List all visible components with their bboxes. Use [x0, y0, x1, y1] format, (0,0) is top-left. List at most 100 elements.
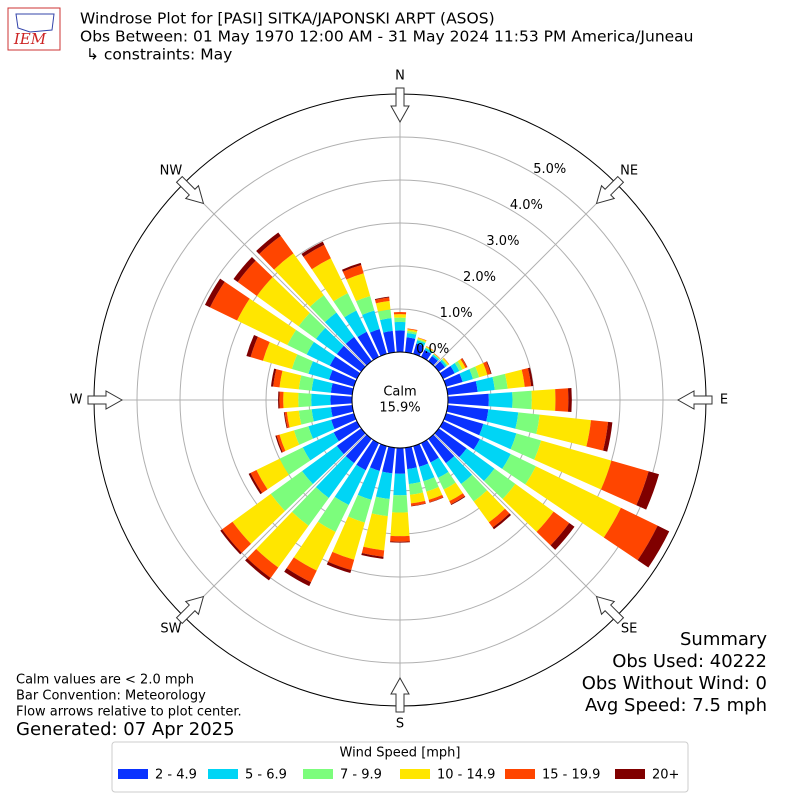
- calm-label: Calm: [383, 385, 416, 400]
- wind-bar: [363, 513, 388, 551]
- wind-bar: [433, 353, 440, 360]
- wind-bar: [473, 438, 511, 469]
- wind-bar: [417, 338, 426, 344]
- wind-bar: [393, 312, 407, 315]
- compass-label: S: [396, 717, 404, 732]
- wind-bar: [303, 244, 331, 270]
- wind-bar: [362, 310, 380, 333]
- wind-bar: [293, 426, 313, 445]
- wind-bar: [439, 365, 455, 379]
- wind-bar: [279, 430, 300, 452]
- wind-bar: [413, 443, 429, 467]
- wind-bar: [356, 439, 379, 471]
- wind-bar: [416, 340, 426, 347]
- wind-bar: [279, 447, 311, 475]
- flow-arrow: [390, 87, 410, 124]
- wind-bar: [245, 558, 271, 581]
- wind-bar: [279, 370, 302, 390]
- wind-bar: [308, 419, 335, 439]
- wind-bar: [423, 477, 439, 492]
- wind-bar: [430, 457, 449, 478]
- summary-line: Summary: [680, 629, 767, 650]
- wind-bar: [510, 433, 542, 460]
- wind-bar: [442, 357, 449, 366]
- wind-bar: [531, 389, 556, 411]
- legend-frame: [111, 741, 689, 793]
- wind-bar: [345, 336, 372, 366]
- wind-bar: [291, 487, 329, 526]
- logo-frame: [7, 7, 61, 51]
- wind-bar: [525, 466, 621, 538]
- wind-bar: [259, 235, 294, 270]
- note-line: Bar Convention: Meteorology: [16, 689, 206, 704]
- wind-bar: [550, 522, 575, 550]
- wind-bar: [460, 358, 468, 369]
- flow-arrow: [595, 595, 625, 625]
- r-tick-label: 3.0%: [486, 234, 519, 249]
- wind-bar: [377, 309, 392, 321]
- wind-bar: [311, 407, 333, 422]
- wind-bar: [276, 434, 286, 453]
- flow-arrow: [390, 676, 410, 713]
- wind-bar: [407, 467, 421, 485]
- wind-bar: [278, 391, 280, 409]
- flow-arrow: [175, 175, 205, 205]
- wind-bar: [302, 432, 339, 461]
- chart-subtitle: Obs Between: 01 May 1970 12:00 AM - 31 M…: [80, 28, 694, 46]
- wind-bar: [348, 494, 372, 523]
- wind-bar: [469, 366, 480, 380]
- wind-bar: [293, 521, 336, 571]
- legend-label: 10 - 14.9: [437, 768, 495, 783]
- wind-bar: [309, 295, 337, 323]
- wind-bar: [256, 511, 309, 568]
- wind-bar: [433, 353, 440, 359]
- wind-bar: [536, 511, 570, 546]
- wind-bar: [237, 298, 297, 346]
- wind-bar: [443, 482, 463, 502]
- wind-bar: [250, 470, 268, 493]
- wind-bar: [375, 471, 393, 500]
- wind-bar: [603, 507, 658, 561]
- wind-bar: [326, 561, 352, 574]
- wind-bar: [311, 393, 331, 407]
- wind-bar: [637, 525, 670, 568]
- wind-bar: [336, 345, 366, 372]
- grid-circle: [179, 179, 621, 621]
- wind-bar: [246, 335, 258, 358]
- legend-swatch: [208, 769, 238, 779]
- wind-bar: [247, 548, 279, 578]
- wind-bar: [475, 362, 488, 378]
- wind-bar: [333, 421, 361, 442]
- wind-bar: [486, 409, 519, 429]
- wind-bar: [502, 454, 536, 485]
- generated: Generated: 07 Apr 2025: [16, 719, 235, 740]
- summary-line: Obs Without Wind: 0: [582, 673, 767, 694]
- wind-bar: [407, 330, 417, 335]
- wind-bar: [406, 333, 417, 339]
- wind-bar: [256, 232, 281, 255]
- legend-title: Wind Speed [mph]: [340, 746, 461, 761]
- wind-bar: [410, 500, 426, 506]
- wind-bar: [459, 369, 474, 383]
- summary-line: Avg Speed: 7.5 mph: [585, 695, 767, 716]
- wind-bar: [492, 373, 508, 391]
- wind-bar: [380, 318, 393, 333]
- wind-bar: [394, 447, 406, 474]
- wind-bar: [428, 434, 455, 464]
- wind-bar: [298, 392, 312, 408]
- wind-bar: [390, 512, 410, 537]
- logo-map: [15, 13, 55, 33]
- r-tick-label: 2.0%: [463, 270, 496, 285]
- wind-bar: [233, 257, 256, 283]
- wind-bar: [446, 405, 489, 422]
- wind-bar: [407, 329, 418, 333]
- wind-bar: [450, 496, 466, 505]
- wind-bar: [345, 434, 372, 464]
- wind-bar: [483, 361, 491, 375]
- wind-bar: [357, 331, 379, 361]
- flow-arrow: [175, 595, 205, 625]
- wind-bar: [515, 412, 540, 434]
- wind-bar: [446, 381, 478, 395]
- wind-bar: [603, 421, 613, 452]
- grid-circle: [136, 136, 664, 664]
